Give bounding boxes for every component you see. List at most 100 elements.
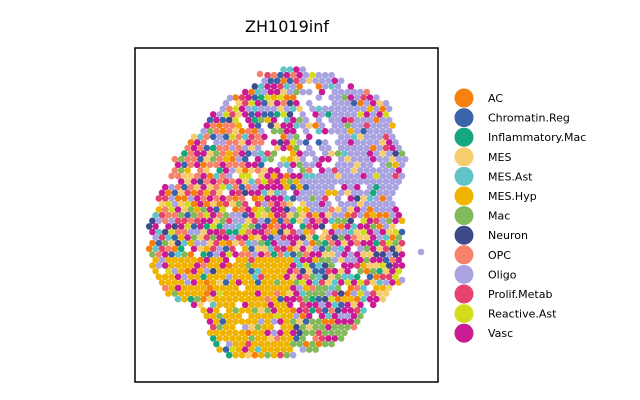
scatter-point	[193, 228, 201, 236]
scatter-point	[277, 295, 284, 303]
scatter-point	[171, 211, 179, 219]
scatter-point	[219, 262, 227, 269]
scatter-point	[229, 133, 236, 141]
scatter-point	[251, 228, 259, 236]
scatter-point	[216, 245, 223, 253]
scatter-point	[270, 239, 278, 247]
scatter-point	[241, 290, 249, 297]
scatter-point	[373, 228, 380, 236]
scatter-point	[373, 239, 380, 247]
scatter-point	[318, 256, 326, 264]
scatter-point	[213, 295, 220, 303]
scatter-point	[216, 111, 223, 118]
scatter-point	[299, 223, 307, 230]
scatter-point	[299, 111, 307, 118]
scatter-point	[302, 228, 310, 236]
scatter-point	[331, 167, 339, 174]
scatter-points	[145, 66, 425, 359]
scatter-point	[341, 318, 348, 325]
scatter-point	[398, 217, 406, 225]
scatter-point	[325, 234, 332, 241]
scatter-point	[267, 256, 275, 264]
scatter-point	[286, 133, 294, 141]
scatter-point	[270, 295, 278, 303]
scatter-point	[389, 245, 396, 253]
scatter-point	[187, 239, 195, 247]
scatter-point	[245, 307, 252, 314]
scatter-point	[305, 211, 313, 219]
scatter-point	[267, 122, 275, 129]
scatter-point	[293, 323, 300, 331]
scatter-point	[305, 77, 313, 85]
scatter-point	[289, 273, 297, 281]
scatter-point	[305, 223, 313, 230]
scatter-point	[251, 251, 259, 258]
scatter-point	[289, 351, 297, 359]
scatter-point	[238, 150, 246, 157]
scatter-point	[209, 256, 217, 264]
scatter-point	[251, 284, 259, 292]
scatter-point	[261, 301, 268, 309]
scatter-point	[216, 335, 223, 342]
scatter-point	[293, 122, 300, 129]
scatter-point	[344, 323, 351, 331]
scatter-point	[168, 262, 175, 269]
scatter-point	[197, 133, 204, 141]
scatter-point	[222, 155, 230, 163]
scatter-point	[270, 284, 278, 292]
scatter-point	[296, 284, 303, 292]
scatter-point	[382, 144, 390, 152]
scatter-point	[328, 71, 335, 79]
scatter-point	[251, 217, 259, 225]
scatter-point	[161, 195, 169, 202]
scatter-point	[273, 211, 281, 219]
scatter-point	[283, 161, 291, 169]
scatter-point	[171, 223, 179, 230]
scatter-point	[363, 88, 371, 96]
legend-label: AC	[488, 92, 503, 105]
scatter-point	[219, 127, 227, 135]
scatter-point	[238, 195, 246, 202]
scatter-point	[315, 217, 323, 225]
legend-label: Mac	[488, 210, 510, 223]
scatter-point	[248, 167, 255, 174]
scatter-point	[254, 323, 262, 331]
scatter-point	[312, 346, 319, 353]
scatter-point	[293, 234, 300, 241]
scatter-point	[385, 116, 393, 124]
scatter-point	[325, 111, 332, 118]
scatter-point	[286, 234, 294, 241]
scatter-point	[200, 183, 207, 191]
scatter-point	[251, 195, 259, 202]
scatter-point	[203, 312, 211, 320]
scatter-point	[225, 239, 233, 247]
scatter-point	[331, 122, 339, 129]
scatter-point	[353, 116, 361, 124]
scatter-point	[299, 189, 307, 197]
scatter-point	[341, 273, 348, 281]
scatter-point	[344, 167, 351, 174]
scatter-point	[225, 139, 233, 146]
scatter-point	[280, 122, 287, 129]
scatter-point	[341, 251, 348, 258]
scatter-point	[296, 71, 303, 79]
scatter-point	[200, 262, 207, 269]
scatter-point	[203, 189, 211, 197]
scatter-point	[321, 340, 329, 348]
scatter-point	[257, 284, 265, 292]
scatter-point	[251, 116, 259, 124]
scatter-point	[334, 116, 342, 124]
scatter-point	[366, 262, 374, 269]
scatter-point	[334, 105, 342, 113]
scatter-point	[363, 167, 371, 174]
scatter-point	[334, 83, 342, 90]
scatter-point	[398, 172, 406, 180]
scatter-point	[177, 256, 185, 264]
scatter-point	[158, 256, 166, 264]
scatter-point	[302, 340, 310, 348]
scatter-point	[219, 105, 227, 113]
scatter-point	[261, 178, 268, 185]
scatter-point	[325, 211, 332, 219]
scatter-point	[273, 279, 281, 286]
scatter-point	[277, 307, 284, 314]
